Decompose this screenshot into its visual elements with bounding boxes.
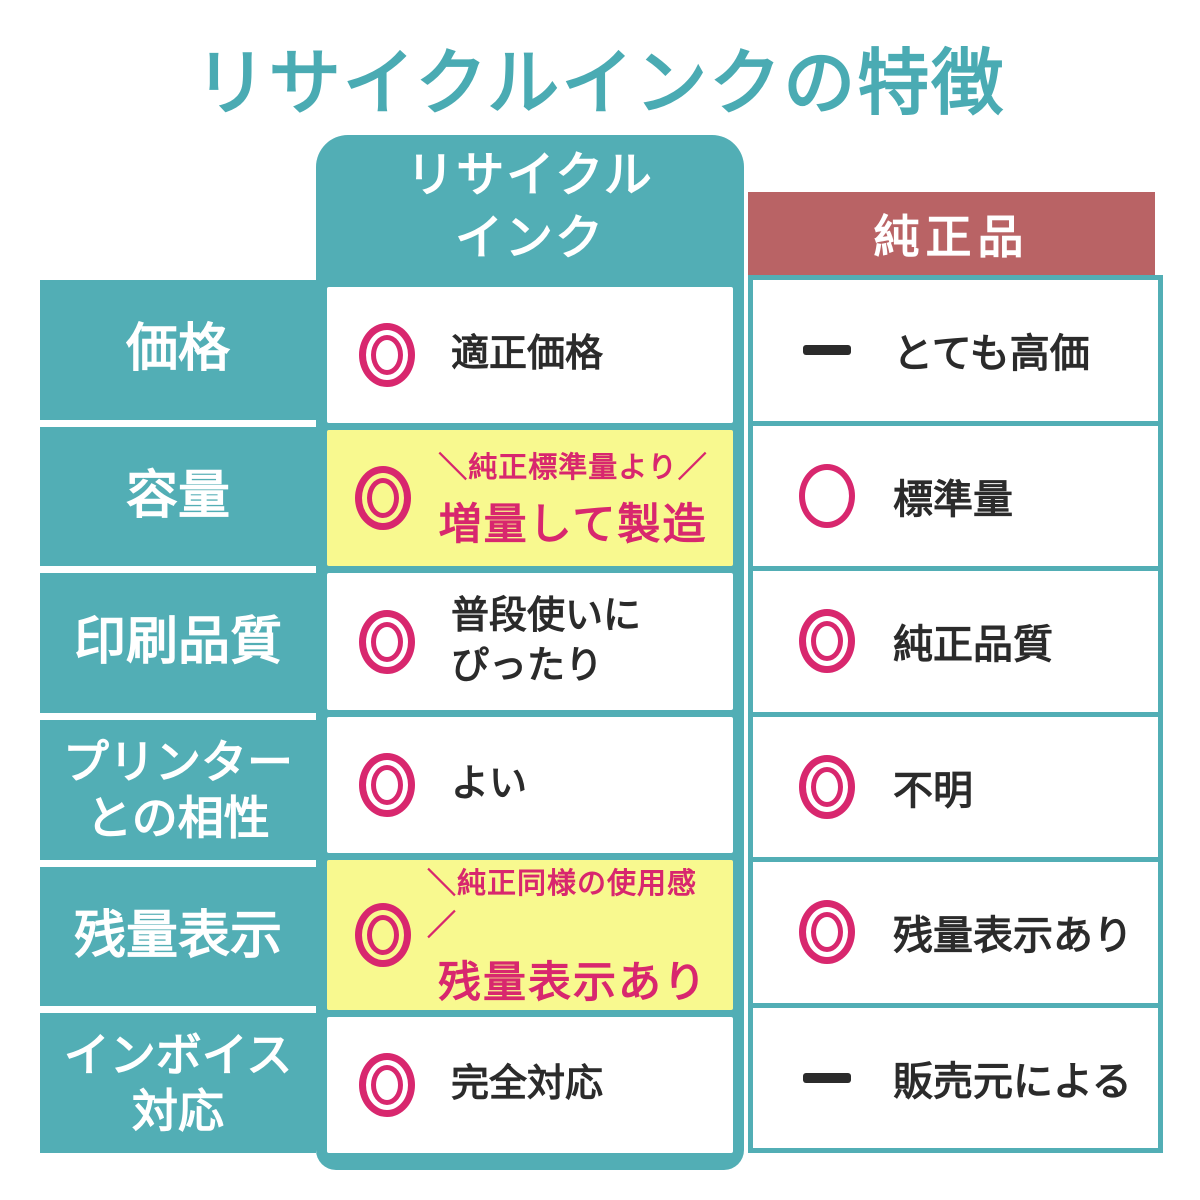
ink-level-main-text: 残量表示あり (438, 958, 708, 1007)
genuine-invoice-text: 販売元による (893, 1059, 1132, 1104)
recycled-print-quality-text: 普段使いに ぴったり (451, 595, 642, 687)
double-circle-icon (799, 754, 855, 819)
recycled-compatibility-text: よい (451, 763, 528, 806)
column-header-recycled-ink: リサイクル インク (406, 149, 654, 265)
double-circle-icon (799, 609, 855, 674)
recycled-price-cell: 適正価格 (327, 287, 733, 424)
genuine-cells-box: とても高価 標準量 純正品質 不明 残量表示あり 販売元による (748, 275, 1163, 1153)
genuine-compatibility-text: 不明 (893, 768, 973, 813)
recycled-invoice-text: 完全対応 (451, 1063, 604, 1106)
genuine-capacity-cell: 標準量 (753, 425, 1158, 566)
recycled-invoice-cell: 完全対応 (327, 1016, 733, 1154)
genuine-invoice-cell: 販売元による (753, 1007, 1158, 1148)
dash-icon (803, 1072, 851, 1083)
double-circle-icon (355, 902, 411, 967)
row-label-price: 価格 (40, 280, 316, 420)
genuine-ink-level-cell: 残量表示あり (753, 862, 1158, 1003)
double-circle-icon (359, 752, 415, 817)
genuine-product-column: 純正品 とても高価 標準量 純正品質 不明 残量表示あり (748, 192, 1163, 1153)
row-label-print-quality: 印刷品質 (40, 573, 316, 714)
recycled-price-text: 適正価格 (451, 333, 604, 376)
recycled-ink-level-cell: ＼純正同様の使用感／ 残量表示あり (327, 859, 733, 1010)
genuine-compatibility-cell: 不明 (753, 716, 1158, 857)
capacity-main-text: 増量して製造 (438, 501, 708, 550)
recycled-capacity-cell: ＼純正標準量より／ 増量して製造 (327, 430, 733, 567)
double-circle-icon (799, 900, 855, 965)
genuine-price-cell: とても高価 (753, 280, 1158, 421)
recycled-ink-level-text: ＼純正同様の使用感／ 残量表示あり (427, 860, 733, 1010)
dash-icon (803, 345, 851, 356)
genuine-capacity-text: 標準量 (893, 477, 1013, 522)
ink-level-callout-text: ＼純正同様の使用感／ (427, 867, 698, 942)
row-labels-column: 価格 容量 印刷品質 プリンター との相性 残量表示 インボイス 対応 (40, 280, 316, 1154)
genuine-ink-level-text: 残量表示あり (893, 914, 1133, 959)
row-label-capacity: 容量 (40, 426, 316, 567)
recycled-capacity-text: ＼純正標準量より／ 増量して製造 (427, 444, 733, 552)
column-header-genuine: 純正品 (748, 192, 1155, 275)
double-circle-icon (359, 323, 415, 388)
double-circle-icon (359, 609, 415, 674)
page-title: リサイクルインクの特徴 (194, 44, 1006, 124)
row-label-invoice-support: インボイス 対応 (40, 1013, 316, 1154)
genuine-price-text: とても高価 (893, 332, 1090, 377)
recycled-compatibility-cell: よい (327, 716, 733, 853)
genuine-print-quality-cell: 純正品質 (753, 571, 1158, 712)
capacity-callout-text: ＼純正標準量より／ (438, 452, 708, 485)
genuine-print-quality-text: 純正品質 (893, 623, 1053, 668)
row-label-ink-level-display: 残量表示 (40, 866, 316, 1007)
row-label-printer-compatibility: プリンター との相性 (40, 720, 316, 860)
double-circle-icon (359, 1052, 415, 1117)
double-circle-icon (355, 466, 411, 531)
single-circle-icon (799, 463, 855, 528)
recycled-print-quality-cell: 普段使いに ぴったり (327, 573, 733, 710)
recycled-ink-column: リサイクル インク 適正価格 ＼純正標準量より／ 増量して製造 普段使いに ぴっ… (316, 135, 744, 1170)
